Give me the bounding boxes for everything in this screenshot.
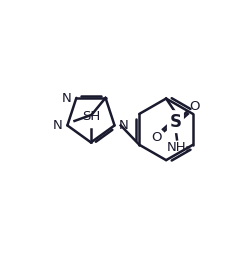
- Text: N: N: [118, 119, 128, 132]
- Text: SH: SH: [82, 110, 100, 123]
- Text: NH₂: NH₂: [167, 140, 192, 154]
- Text: N: N: [62, 92, 72, 105]
- Text: N: N: [53, 119, 63, 132]
- Text: O: O: [189, 100, 199, 113]
- Text: O: O: [152, 130, 162, 144]
- Text: S: S: [169, 113, 182, 131]
